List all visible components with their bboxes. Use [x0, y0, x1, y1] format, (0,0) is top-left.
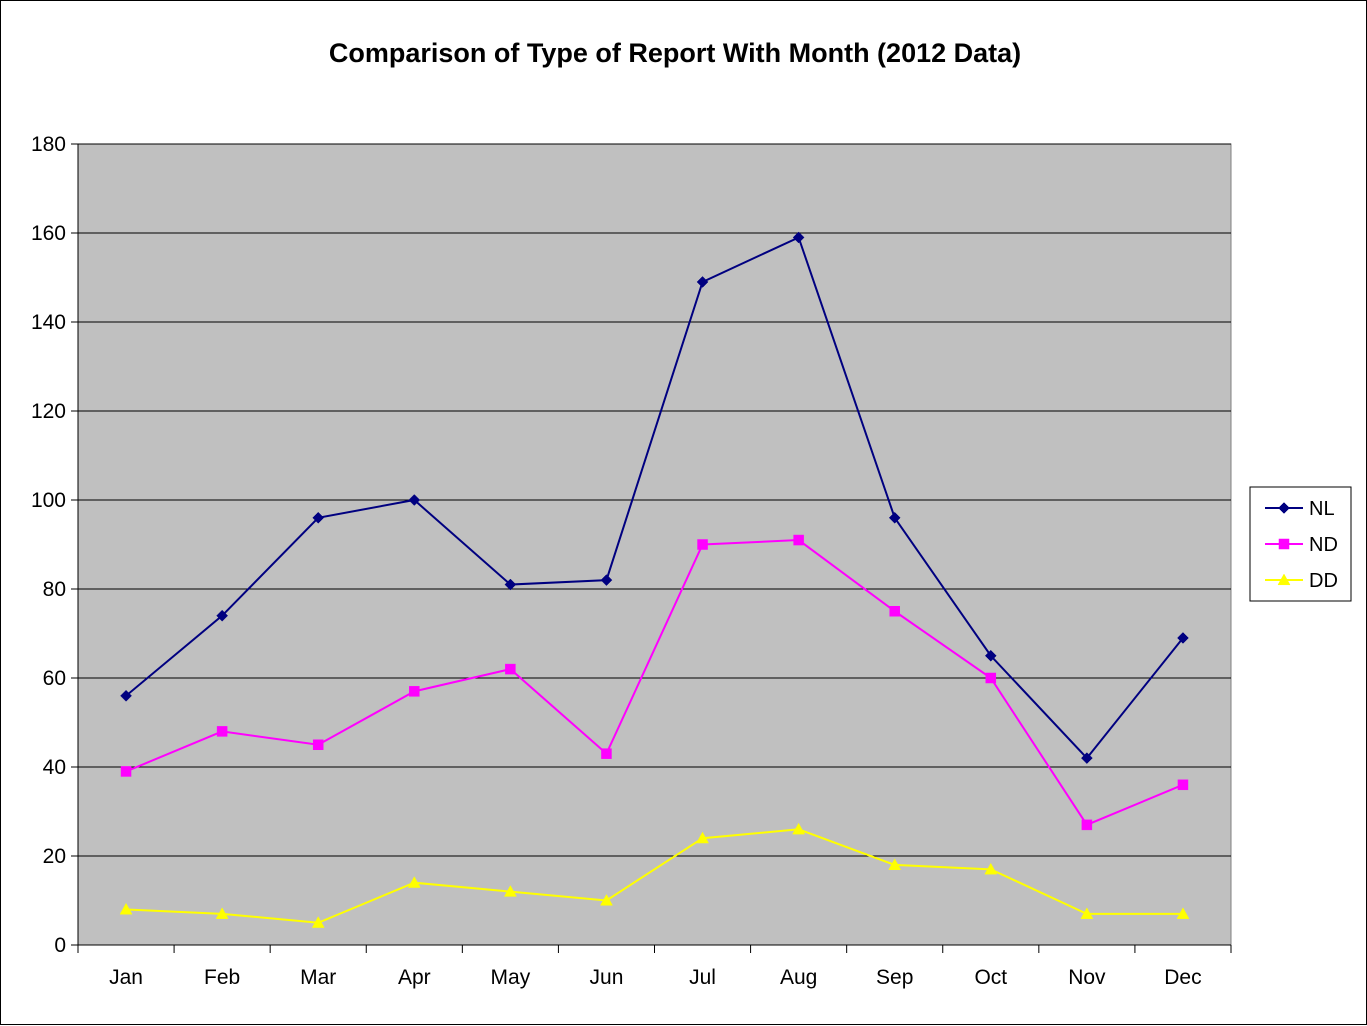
legend-label-nd: ND [1309, 534, 1338, 556]
x-tick-label: Sep [876, 966, 913, 989]
data-point-nd [793, 534, 804, 546]
x-tick-label: Dec [1164, 966, 1201, 989]
data-point-nl [600, 574, 613, 586]
x-tick-label: Oct [974, 966, 1007, 989]
y-tick-label: 40 [43, 756, 66, 779]
data-point-nd [601, 748, 612, 759]
data-point-nd [1177, 779, 1189, 791]
x-tick-label: Feb [204, 966, 240, 989]
series-line-nl [125, 236, 1184, 760]
y-tick-label: 0 [54, 934, 66, 957]
legend-item-nd: ND [1265, 534, 1338, 556]
x-tick-label: Jun [590, 966, 624, 989]
data-point-nd [120, 766, 132, 777]
data-point-dd [119, 902, 133, 915]
data-point-dd [407, 876, 421, 888]
data-point-nl [312, 511, 325, 524]
data-point-nl [120, 689, 132, 702]
legend-label-dd: DD [1309, 570, 1338, 592]
x-tick-label: Apr [398, 966, 431, 989]
y-tick-label: 100 [31, 489, 66, 512]
data-point-dd [600, 893, 613, 906]
data-point-dd [984, 862, 998, 875]
data-point-dd [311, 916, 325, 928]
data-point-nd [216, 726, 228, 737]
data-point-nd [985, 672, 997, 684]
legend-item-dd: DD [1265, 570, 1338, 592]
data-point-dd [215, 907, 229, 919]
legend-label-nl: NL [1309, 498, 1335, 520]
data-point-nl [888, 511, 901, 524]
data-point-nl [504, 578, 517, 591]
plot-area [77, 143, 1232, 946]
series-nd [120, 534, 1189, 831]
series-lines [119, 231, 1190, 928]
legend: NL ND DD [1249, 486, 1352, 602]
gridlines [78, 143, 1231, 857]
y-tick-label: 120 [31, 400, 66, 423]
data-point-dd [792, 822, 806, 835]
data-point-dd [888, 858, 902, 870]
x-tick-label: May [491, 966, 531, 989]
legend-marker-dd [1277, 573, 1291, 586]
data-point-dd [696, 831, 709, 844]
data-point-nd [312, 739, 324, 750]
legend-marker-nl [1278, 502, 1290, 514]
data-point-nl [1081, 752, 1093, 764]
data-point-nd [409, 686, 420, 697]
series-line-nd [125, 539, 1184, 827]
data-point-nd [889, 606, 900, 617]
y-tick-label: 80 [43, 578, 66, 601]
data-point-dd [1080, 907, 1094, 919]
data-point-dd [503, 885, 517, 897]
series-nl [120, 231, 1189, 764]
x-tick-label: Jul [689, 966, 716, 989]
series-dd [119, 822, 1190, 928]
data-point-nl [984, 649, 997, 662]
data-point-nd [1081, 819, 1093, 831]
data-point-nl [216, 609, 228, 622]
x-tick-label: Mar [300, 966, 336, 989]
data-point-dd [1176, 907, 1190, 919]
x-tick-label: Aug [780, 966, 817, 989]
legend-item-nl: NL [1265, 498, 1335, 520]
data-point-nl [696, 276, 709, 288]
data-point-nl [792, 231, 805, 244]
series-line-dd [125, 828, 1183, 924]
data-point-nd [697, 539, 708, 550]
legend-marker-nd [1278, 538, 1290, 550]
data-point-nl [1177, 632, 1189, 644]
y-tick-label: 180 [31, 133, 66, 156]
y-tick-label: 20 [43, 845, 66, 868]
x-tick-label: Nov [1068, 966, 1106, 989]
data-point-nd [505, 663, 516, 675]
x-tick-label: Jan [109, 966, 143, 989]
y-tick-label: 160 [31, 222, 66, 245]
data-point-nl [408, 494, 421, 506]
axes: 0 20 40 60 80 100 120 140 160 180 Jan Feb Mar Apr May J… [31, 133, 1232, 989]
y-tick-label: 140 [31, 311, 66, 334]
chart-title: Comparison of Type of Report With Month … [329, 38, 1021, 68]
y-tick-label: 60 [43, 667, 66, 690]
